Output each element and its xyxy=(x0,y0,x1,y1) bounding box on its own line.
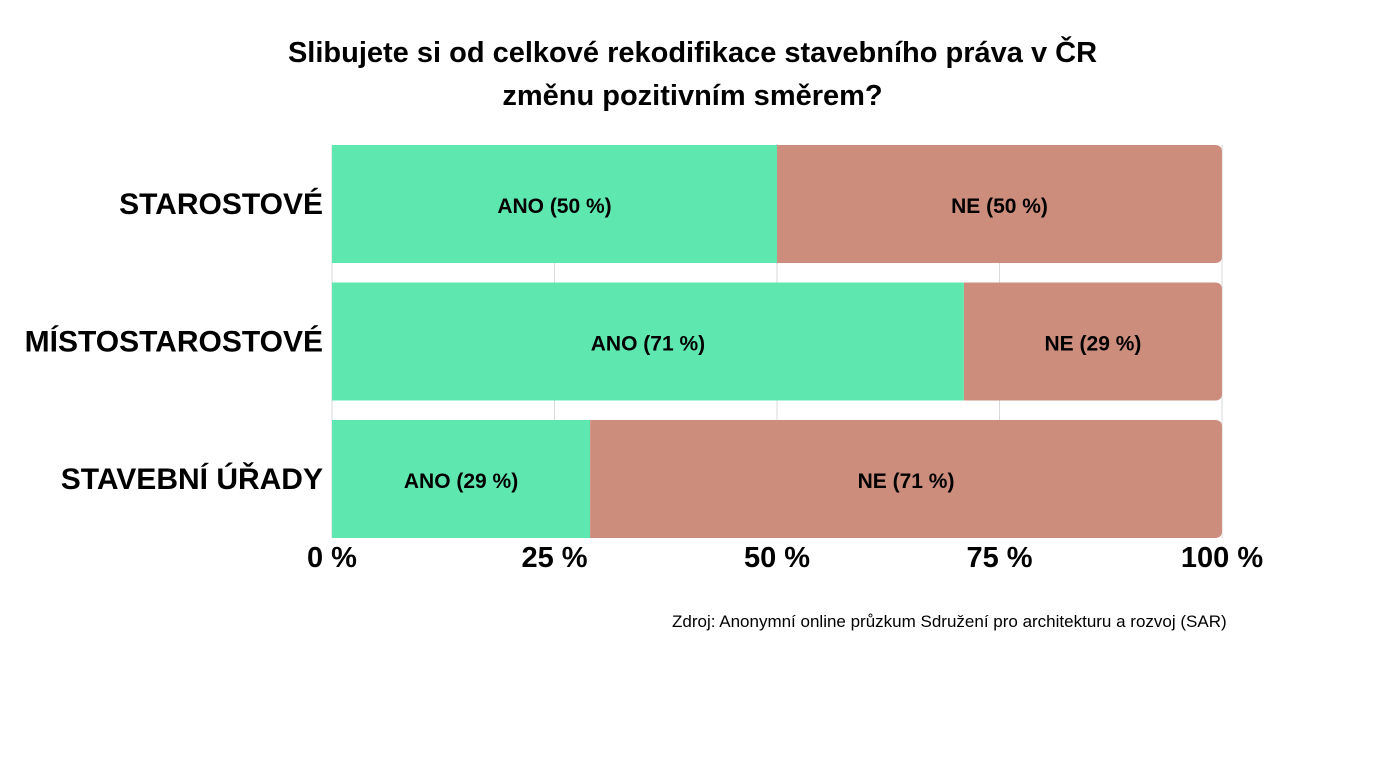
x-tick-label: 0 % xyxy=(307,542,357,574)
category-label-1: STAROSTOVÉ xyxy=(119,187,323,221)
x-tick-label: 50 % xyxy=(744,542,810,574)
data-label-ano-1: ANO (50 %) xyxy=(497,195,611,218)
chart-title: Slibujete si od celkové rekodifikace sta… xyxy=(0,32,1385,118)
bar-ano-3 xyxy=(332,420,591,538)
data-label-ne-2: NE (29 %) xyxy=(1045,333,1142,356)
source-note: Zdroj: Anonymní online průzkum Sdružení … xyxy=(672,612,1227,631)
bar-ano-2 xyxy=(332,282,964,401)
bars xyxy=(332,145,1222,538)
category-labels: STAROSTOVÉ MÍSTOSTAROSTOVÉ STAVEBNÍ ÚŘADY xyxy=(25,187,323,496)
chart-title-line-2: změnu pozitivním směrem? xyxy=(502,80,883,112)
data-label-ne-1: NE (50 %) xyxy=(951,195,1048,218)
bar-ne-3 xyxy=(590,420,1222,538)
category-label-3: STAVEBNÍ ÚŘADY xyxy=(61,462,323,496)
data-label-ano-2: ANO (71 %) xyxy=(591,333,705,356)
x-tick-label: 75 % xyxy=(966,542,1032,574)
bar-ne-2 xyxy=(963,282,1222,401)
x-tick-label: 100 % xyxy=(1181,542,1263,574)
data-label-ano-3: ANO (29 %) xyxy=(404,470,518,493)
x-axis-tick-labels: 0 % 25 % 50 % 75 % 100 % xyxy=(307,542,1263,574)
chart-title-line-1: Slibujete si od celkové rekodifikace sta… xyxy=(287,37,1098,69)
data-labels: ANO (50 %) NE (50 %) ANO (71 %) NE (29 %) AN… xyxy=(404,195,1142,493)
data-label-ne-3: NE (71 %) xyxy=(858,470,955,493)
x-tick-label: 25 % xyxy=(521,542,587,574)
category-label-2: MÍSTOSTAROSTOVÉ xyxy=(25,325,323,359)
bar-ne-1 xyxy=(777,145,1222,263)
bar-ano-1 xyxy=(332,145,777,263)
